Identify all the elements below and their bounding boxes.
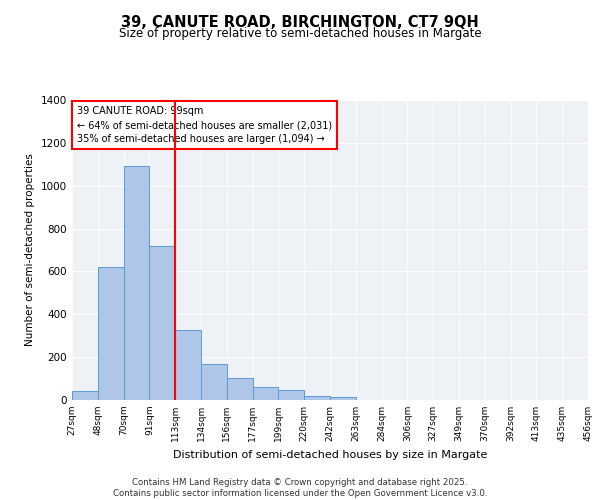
Bar bbox=[149, 246, 175, 400]
Text: 39 CANUTE ROAD: 99sqm
← 64% of semi-detached houses are smaller (2,031)
35% of s: 39 CANUTE ROAD: 99sqm ← 64% of semi-deta… bbox=[77, 106, 332, 144]
Y-axis label: Number of semi-detached properties: Number of semi-detached properties bbox=[25, 154, 35, 346]
Bar bbox=[330, 397, 356, 400]
Bar bbox=[201, 364, 227, 400]
Bar bbox=[278, 390, 304, 400]
Text: 39, CANUTE ROAD, BIRCHINGTON, CT7 9QH: 39, CANUTE ROAD, BIRCHINGTON, CT7 9QH bbox=[121, 15, 479, 30]
Text: Size of property relative to semi-detached houses in Margate: Size of property relative to semi-detach… bbox=[119, 28, 481, 40]
Bar bbox=[72, 392, 98, 400]
Text: Contains HM Land Registry data © Crown copyright and database right 2025.
Contai: Contains HM Land Registry data © Crown c… bbox=[113, 478, 487, 498]
Bar bbox=[304, 396, 330, 400]
Bar bbox=[98, 267, 124, 400]
Bar bbox=[227, 378, 253, 400]
Bar bbox=[253, 387, 278, 400]
Bar bbox=[175, 330, 201, 400]
X-axis label: Distribution of semi-detached houses by size in Margate: Distribution of semi-detached houses by … bbox=[173, 450, 487, 460]
Bar bbox=[124, 166, 149, 400]
